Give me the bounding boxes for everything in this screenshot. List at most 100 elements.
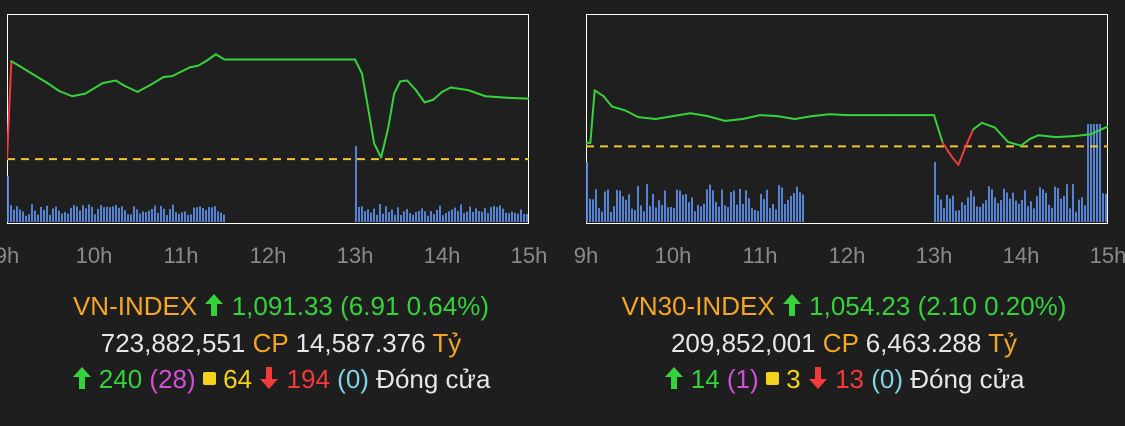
- volume-bar: [934, 162, 936, 222]
- volume-bar: [784, 204, 786, 222]
- volume-bar: [394, 214, 396, 222]
- volume-bar: [664, 190, 666, 222]
- volume-bar: [61, 213, 63, 222]
- volume-bar: [1087, 124, 1089, 222]
- volume-bar: [1048, 204, 1050, 222]
- volume-bar: [166, 214, 168, 222]
- volume-bar: [733, 190, 735, 222]
- volume-bar: [607, 189, 609, 222]
- x-tick-label: 15h: [1089, 243, 1125, 268]
- volume-bar: [424, 211, 426, 222]
- volume-bar: [1105, 193, 1107, 222]
- volume-bar: [358, 207, 360, 222]
- volume-bar: [1060, 198, 1062, 222]
- index-line-segment: [467, 89, 487, 98]
- volume-bar: [217, 211, 219, 222]
- volume-bar: [487, 212, 489, 222]
- volume-bar: [973, 196, 975, 222]
- volume-bar: [958, 210, 960, 222]
- volume-bar: [115, 204, 117, 222]
- volume-bar: [85, 208, 87, 222]
- volume-bar: [103, 207, 105, 222]
- volume-bar: [91, 206, 93, 222]
- volume-bar: [100, 205, 102, 222]
- volume-bar: [157, 212, 159, 222]
- volume-bar: [970, 190, 972, 222]
- index-line-segment: [811, 113, 831, 118]
- down-arrow-icon: [260, 367, 279, 389]
- volume-bar: [745, 190, 747, 222]
- volume-bar: [208, 207, 210, 222]
- vn30-index-breadth-line: 14 (1) 3 13 (0) Đóng cửa: [563, 364, 1125, 395]
- index-line-segment: [206, 53, 217, 62]
- volume-bar: [88, 204, 90, 222]
- volume-bar: [742, 203, 744, 222]
- volume-bar: [766, 189, 768, 222]
- index-line-segment: [759, 114, 779, 118]
- volume-bar: [658, 200, 660, 222]
- volume-bar: [364, 211, 366, 222]
- index-line-segment: [602, 95, 614, 108]
- turnover-value: 14,587.376: [295, 328, 426, 358]
- volume-bar: [994, 197, 996, 222]
- volume-bar: [499, 205, 501, 222]
- index-line-segment: [611, 105, 627, 112]
- volume-bar: [655, 207, 657, 222]
- volume-bar: [139, 213, 141, 222]
- plot-area: [7, 14, 529, 224]
- vn-index-chart: [7, 14, 529, 224]
- volume-bar: [457, 210, 459, 222]
- volume-bar: [148, 210, 150, 222]
- volume-bar: [445, 212, 447, 222]
- index-line-segment: [449, 86, 470, 92]
- volume-bar: [985, 200, 987, 222]
- volume-bar: [586, 162, 588, 222]
- volume-bar: [979, 206, 981, 222]
- vn-index-summary-line: VN-INDEX 1,091.33 (6.91 0.64%): [0, 291, 562, 322]
- volume-bar: [739, 188, 741, 222]
- volume-bar: [763, 199, 765, 222]
- volume-bar: [49, 214, 51, 222]
- volume-bar: [508, 213, 510, 222]
- volume-bar: [637, 186, 639, 222]
- x-tick-label: 12h: [249, 243, 287, 268]
- x-tick-label: 13h: [336, 243, 374, 268]
- volume-bar: [367, 209, 369, 222]
- volume-bar: [451, 209, 453, 222]
- volume-bar: [613, 206, 615, 222]
- volume-bar: [214, 206, 216, 222]
- index-line-segment: [45, 81, 61, 92]
- volume-bar: [1015, 200, 1017, 222]
- volume-bar: [520, 209, 522, 222]
- volume-bar: [94, 214, 96, 222]
- volume-bar: [463, 212, 465, 222]
- volume-bar: [439, 205, 441, 222]
- index-line-segment: [1006, 140, 1022, 147]
- index-line-segment: [950, 155, 960, 166]
- volume-bar: [223, 214, 225, 222]
- volume-bar: [760, 193, 762, 222]
- volume-bar: [1075, 211, 1077, 222]
- volume-bar: [1096, 124, 1098, 222]
- volume-bar: [991, 189, 993, 222]
- volume-bar: [181, 212, 183, 222]
- volume-bar: [1063, 196, 1065, 222]
- volume-bar: [163, 208, 165, 222]
- volume-bar: [355, 146, 357, 222]
- volume-bar: [397, 207, 399, 222]
- volume-bar: [82, 205, 84, 222]
- index-line-segment: [706, 115, 727, 122]
- volume-bar: [403, 211, 405, 222]
- volume-bar: [430, 211, 432, 222]
- volume-bar: [211, 207, 213, 222]
- volume-bar: [679, 190, 681, 222]
- index-line-segment: [27, 70, 48, 84]
- volume-bar: [493, 205, 495, 222]
- volume-bar: [997, 203, 999, 222]
- volume-bar: [118, 207, 120, 222]
- index-line-segment: [423, 98, 435, 104]
- volume-bar: [964, 204, 966, 222]
- index-line-segment: [84, 87, 95, 95]
- up-arrow-icon: [205, 294, 224, 316]
- volume-bar: [481, 211, 483, 222]
